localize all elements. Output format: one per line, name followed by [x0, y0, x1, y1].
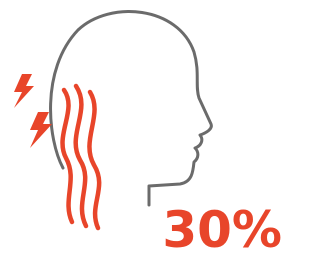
- illustration: 30%: [0, 0, 286, 256]
- page: 30% (() => { const data = JSON.parse(doc…: [0, 0, 286, 256]
- bolt: [30, 112, 52, 148]
- waves: [63, 86, 100, 228]
- wave: [63, 90, 72, 222]
- bolts: [14, 74, 52, 148]
- head-outline: [51, 12, 212, 205]
- stat-label: 30%: [162, 201, 282, 256]
- wave: [89, 92, 99, 228]
- bolt: [14, 74, 34, 108]
- wave: [76, 86, 86, 226]
